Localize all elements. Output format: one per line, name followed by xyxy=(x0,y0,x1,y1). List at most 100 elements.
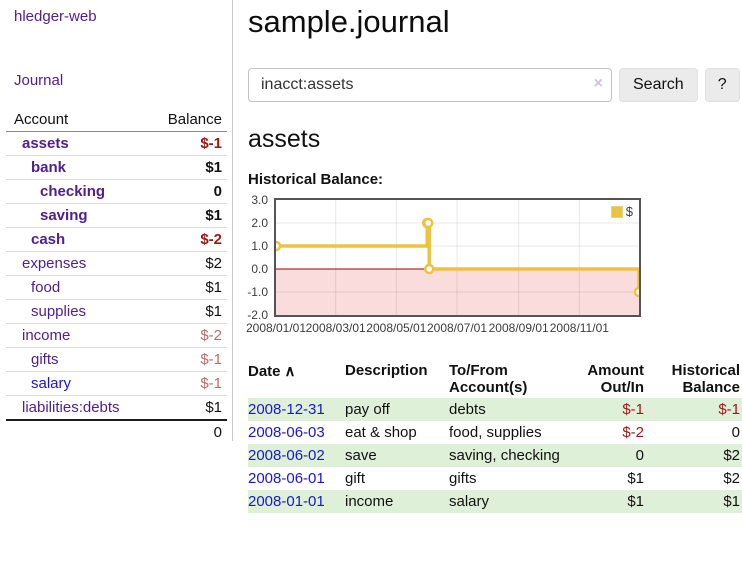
account-row: supplies $1 xyxy=(6,299,227,324)
account-balance: $1 xyxy=(205,159,222,176)
account-link-saving[interactable]: saving xyxy=(40,207,88,224)
balance-column-header: Historical Balance xyxy=(671,362,740,396)
x-tick-label: 2008/07/01 xyxy=(426,321,488,335)
transaction-accounts: gifts xyxy=(449,470,477,487)
legend-swatch xyxy=(610,205,623,218)
transaction-date-link[interactable]: 2008-06-01 xyxy=(248,470,325,487)
account-link-supplies[interactable]: supplies xyxy=(31,303,87,320)
amount-column-header: Amount Out/In xyxy=(587,362,644,396)
account-link-salary[interactable]: salary xyxy=(31,375,72,392)
search-button[interactable]: Search xyxy=(619,68,698,102)
account-heading: assets xyxy=(248,125,321,153)
account-balance: $1 xyxy=(205,207,222,224)
account-balance: $2 xyxy=(205,255,222,272)
transaction-row: 2008-12-31 pay off debts $-1 $-1 xyxy=(248,398,742,421)
account-link-bank[interactable]: bank xyxy=(31,159,67,176)
account-row: expenses $2 xyxy=(6,251,227,276)
transaction-amount: $1 xyxy=(568,490,646,513)
account-link-liabilities-debts[interactable]: liabilities:debts xyxy=(22,399,120,416)
page-title: sample.journal xyxy=(248,4,450,39)
account-balance: $1 xyxy=(205,303,222,320)
transaction-row: 2008-06-03 eat & shop food, supplies $-2… xyxy=(248,421,742,444)
account-row: gifts $-1 xyxy=(6,347,227,372)
search-input[interactable] xyxy=(248,68,612,102)
main-content: sample.journal × Search ? assets Histori… xyxy=(245,0,742,513)
account-link-cash[interactable]: cash xyxy=(31,231,66,248)
accounts-table-header: Account Balance xyxy=(6,108,227,132)
account-row: checking 0 xyxy=(6,179,227,204)
transaction-date-link[interactable]: 2008-12-31 xyxy=(248,401,325,418)
chart-plot-area: $ xyxy=(274,198,641,317)
y-tick-label: -2.0 xyxy=(247,308,268,322)
app-brand-link[interactable]: hledger-web xyxy=(14,8,97,25)
account-link-expenses[interactable]: expenses xyxy=(22,255,87,272)
transaction-date-link[interactable]: 2008-06-03 xyxy=(248,424,325,441)
account-row: bank $1 xyxy=(6,155,227,180)
y-tick-label: 2.0 xyxy=(251,216,268,230)
x-tick-label: 2008/11/01 xyxy=(549,321,609,335)
chart-canvas xyxy=(276,200,639,315)
account-link-assets[interactable]: assets xyxy=(22,135,69,152)
legend-label: $ xyxy=(625,204,633,219)
accounts-table: Account Balance assets $-1 bank $1 check… xyxy=(6,108,227,444)
account-row: assets $-1 xyxy=(6,132,227,156)
transaction-amount: $-1 xyxy=(568,398,646,421)
clear-search-icon[interactable]: × xyxy=(593,75,603,92)
description-column-header: Description xyxy=(345,362,428,379)
search-form: × Search ? xyxy=(248,68,742,102)
transaction-date-link[interactable]: 2008-06-02 xyxy=(248,447,325,464)
account-row: income $-2 xyxy=(6,323,227,348)
account-row: food $1 xyxy=(6,275,227,300)
account-balance: $-1 xyxy=(200,351,222,368)
account-balance: $-1 xyxy=(200,375,222,392)
transaction-balance: $-1 xyxy=(646,398,742,421)
y-tick-label: -1.0 xyxy=(247,285,268,299)
chart-x-axis: 2008/01/01 2008/03/01 2008/05/01 2008/07/01… xyxy=(245,321,668,337)
account-link-gifts[interactable]: gifts xyxy=(31,351,59,368)
account-balance: 0 xyxy=(213,183,222,200)
account-row: cash $-2 xyxy=(6,227,227,252)
sort-ascending-icon: ∧ xyxy=(284,363,296,380)
transaction-amount: $1 xyxy=(627,470,644,487)
transaction-description: save xyxy=(345,444,449,467)
transaction-accounts: saving, checking xyxy=(449,444,568,467)
account-link-food[interactable]: food xyxy=(31,279,61,296)
date-column-header[interactable]: Date ∧ xyxy=(248,363,296,380)
historical-balance-chart: 3.0 2.0 1.0 0.0 -1.0 -2.0 $ 2008/01/01 2008/03… xyxy=(245,193,668,337)
balance-column-header: Balance xyxy=(167,111,222,128)
transaction-balance: 0 xyxy=(731,424,740,441)
account-balance: $1 xyxy=(205,399,222,416)
x-tick-label: 2008/01/01 xyxy=(245,321,307,335)
transaction-description: income xyxy=(345,490,449,513)
chart-title: Historical Balance: xyxy=(248,171,384,188)
y-tick-label: 0.0 xyxy=(251,262,268,276)
x-tick-label: 2008/09/01 xyxy=(488,321,549,335)
transaction-row: 2008-01-01 income salary $1 $1 xyxy=(248,490,742,513)
transaction-row: 2008-06-02 save saving, checking 0 $2 xyxy=(248,444,742,467)
transaction-accounts: salary xyxy=(449,490,568,513)
y-tick-label: 3.0 xyxy=(251,193,268,207)
transaction-description: gift xyxy=(345,470,366,487)
transaction-date-link[interactable]: 2008-01-01 xyxy=(248,493,325,510)
sidebar-item-journal[interactable]: Journal xyxy=(14,72,64,89)
account-balance: $-2 xyxy=(200,327,222,344)
chart-y-axis: 3.0 2.0 1.0 0.0 -1.0 -2.0 xyxy=(247,193,270,322)
account-row: saving $1 xyxy=(6,203,227,228)
transaction-description: eat & shop xyxy=(345,424,417,441)
account-column-header: Account xyxy=(14,111,69,128)
transaction-amount: 0 xyxy=(568,444,646,467)
account-link-checking[interactable]: checking xyxy=(40,183,106,200)
transaction-accounts: debts xyxy=(449,398,568,421)
account-balance: $-1 xyxy=(200,135,222,152)
chart-legend: $ xyxy=(608,203,635,220)
help-button[interactable]: ? xyxy=(704,68,740,102)
register-table: Date ∧ Description To/From Account(s) Amo… xyxy=(248,360,742,513)
transaction-amount: $-2 xyxy=(622,424,644,441)
register-header-row: Date ∧ Description To/From Account(s) Amo… xyxy=(248,360,742,398)
account-link-income[interactable]: income xyxy=(22,327,71,344)
accounts-total-value: 0 xyxy=(213,424,222,441)
account-row: liabilities:debts $1 xyxy=(6,395,227,421)
transaction-description: pay off xyxy=(345,398,449,421)
account-balance: $-2 xyxy=(200,231,222,248)
transaction-balance: $2 xyxy=(646,444,742,467)
